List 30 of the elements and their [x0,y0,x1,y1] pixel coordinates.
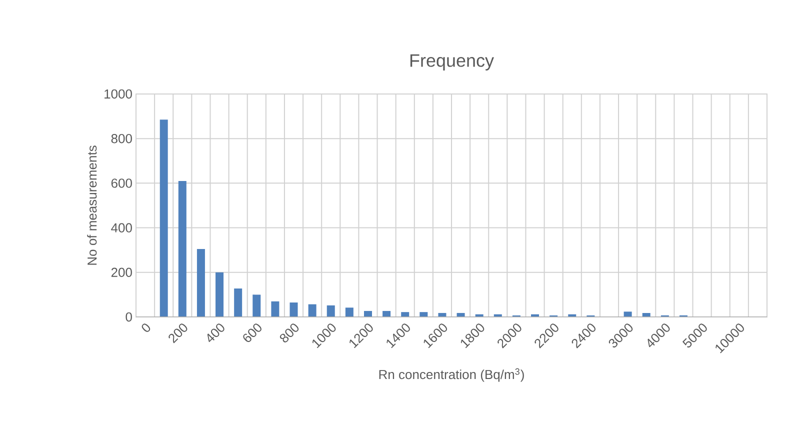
bar [196,248,205,317]
x-tick-label: 600 [243,324,262,342]
bar [624,312,632,317]
x-tick-label: 0 [142,324,150,332]
y-tick-label: 600 [111,178,132,188]
bar [420,312,428,317]
y-tick-label: 400 [111,223,132,232]
y-axis-title: No of measurements [87,146,97,265]
chart-title: Frequency [410,54,494,70]
x-tick-label: 400 [207,324,224,342]
x-tick-label: 800 [280,324,299,342]
bar [308,304,316,317]
y-tick-label: 800 [111,134,132,144]
y-tick-label: 200 [111,268,132,277]
bar [234,288,242,317]
y-tick-label: 0 [126,312,132,322]
y-tick-label: 1000 [104,89,132,99]
bar [290,302,298,317]
bar [345,308,354,317]
bar [401,312,410,317]
bar [326,305,335,317]
x-tick-label: 200 [168,324,188,344]
bar [216,272,224,317]
x-axis-title: Rn concentration (Bq/m$^{3}$) [379,368,524,382]
bar [271,301,280,317]
bar [160,120,168,317]
bar [252,294,261,317]
bar [382,310,391,317]
bar [178,180,186,317]
bar [364,310,372,317]
